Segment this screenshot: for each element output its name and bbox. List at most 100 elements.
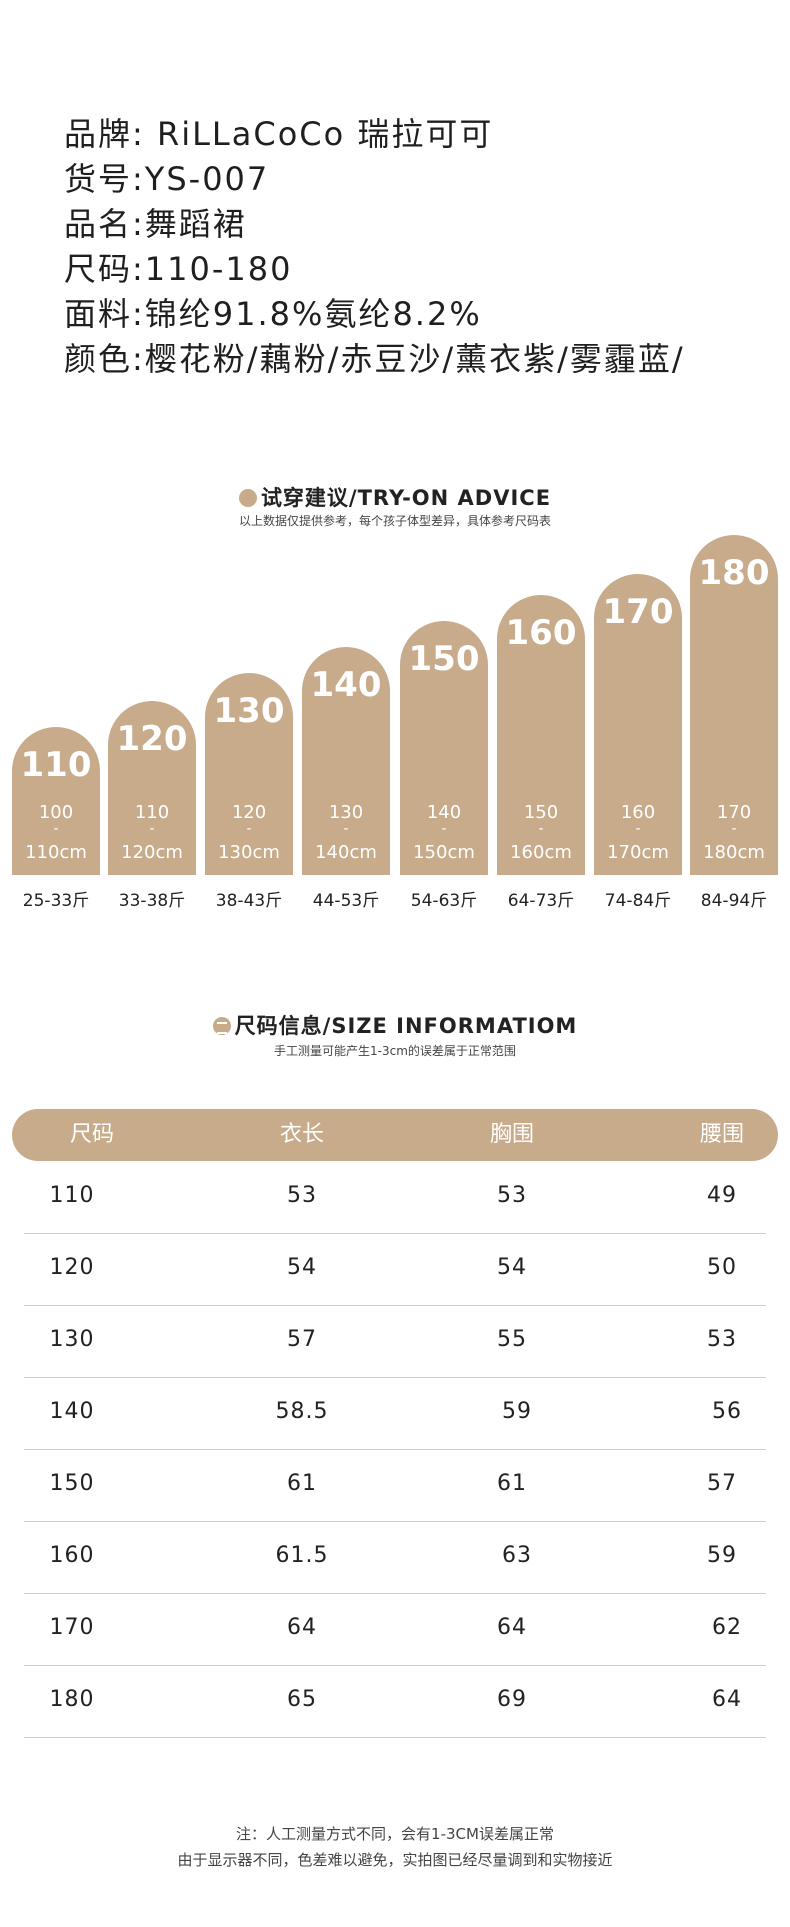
header-waist: 腰围 xyxy=(699,1122,744,1147)
bar-height-from: 130 xyxy=(328,802,364,823)
cell-size: 160 xyxy=(49,1543,95,1568)
cell-waist: 57 xyxy=(707,1471,737,1496)
cell-length: 58.5 xyxy=(275,1399,329,1424)
size-bar: 120 110 - 120cm xyxy=(108,701,196,875)
cell-chest: 53 xyxy=(497,1183,527,1208)
weight-label: 64-73斤 xyxy=(507,891,575,911)
header-chest: 胸围 xyxy=(489,1122,534,1147)
cell-size: 140 xyxy=(49,1399,95,1424)
cell-length: 53 xyxy=(287,1183,317,1208)
bar-size-label: 130 xyxy=(213,691,285,731)
cell-chest: 59 xyxy=(502,1399,532,1424)
cell-length: 61.5 xyxy=(275,1543,329,1568)
size-bar: 110 100 - 110cm xyxy=(12,727,100,875)
bar-height-from: 170 xyxy=(716,802,752,823)
cell-waist: 49 xyxy=(707,1183,737,1208)
product-info: 品牌: RiLLaCoCo 瑞拉可可 货号:YS-007 品名:舞蹈裙 尺码:1… xyxy=(64,112,685,382)
bar-size-label: 110 xyxy=(20,745,92,785)
table-row: 170 64 64 62 xyxy=(24,1593,766,1666)
header-size: 尺码 xyxy=(69,1122,114,1147)
try-on-subtitle: 以上数据仅提供参考，每个孩子体型差异，具体参考尺码表 xyxy=(238,514,551,528)
table-row: 150 61 61 57 xyxy=(24,1449,766,1522)
cell-chest: 63 xyxy=(502,1543,532,1568)
size-bar: 130 120 - 130cm xyxy=(205,673,293,875)
bar-height-to: 130cm xyxy=(218,842,280,863)
table-row: 130 57 55 53 xyxy=(24,1305,766,1378)
cell-chest: 61 xyxy=(497,1471,527,1496)
size-bar: 160 150 - 160cm xyxy=(497,595,585,875)
cell-size: 170 xyxy=(49,1615,95,1640)
cell-chest: 69 xyxy=(497,1687,527,1712)
cell-length: 65 xyxy=(287,1687,317,1712)
circle-icon xyxy=(238,489,257,507)
size-bar: 170 160 - 170cm xyxy=(594,574,682,875)
bar-size-label: 170 xyxy=(602,592,674,632)
cell-length: 54 xyxy=(287,1255,317,1280)
bar-size-label: 120 xyxy=(116,719,188,759)
bar-height-from: 150 xyxy=(523,802,559,823)
cell-waist: 59 xyxy=(707,1543,737,1568)
bar-height-to: 120cm xyxy=(121,842,183,863)
cell-size: 110 xyxy=(49,1183,95,1208)
bar-height-from: 120 xyxy=(231,802,267,823)
bar-dash: - xyxy=(343,821,349,837)
cell-size: 150 xyxy=(49,1471,95,1496)
cell-size: 120 xyxy=(49,1255,95,1280)
list-icon xyxy=(212,1017,231,1035)
bar-height-to: 170cm xyxy=(607,842,669,863)
bar-height-from: 140 xyxy=(426,802,462,823)
bar-size-label: 180 xyxy=(698,553,770,593)
brand-line: 品牌: RiLLaCoCo 瑞拉可可 xyxy=(64,115,494,153)
header-length: 衣长 xyxy=(279,1122,324,1147)
bar-height-to: 110cm xyxy=(25,842,87,863)
cell-waist: 64 xyxy=(712,1687,742,1712)
weight-label: 25-33斤 xyxy=(22,891,90,911)
weight-label: 33-38斤 xyxy=(118,891,186,911)
bar-dash: - xyxy=(731,821,737,837)
table-row: 160 61.5 63 59 xyxy=(24,1521,766,1594)
cell-length: 61 xyxy=(287,1471,317,1496)
cell-waist: 62 xyxy=(712,1615,742,1640)
bar-height-from: 160 xyxy=(620,802,656,823)
color-difference-note: 由于显示器不同，色差难以避免，实拍图已经尽量调到和实物接近 xyxy=(177,1851,613,1869)
measurement-note: 注：人工测量方式不同，会有1-3CM误差属正常 xyxy=(236,1825,554,1843)
size-info-subtitle: 手工测量可能产生1-3cm的误差属于正常范围 xyxy=(274,1044,516,1058)
cell-waist: 53 xyxy=(707,1327,737,1352)
bar-height-to: 150cm xyxy=(413,842,475,863)
weight-label: 54-63斤 xyxy=(410,891,478,911)
size-bar: 150 140 - 150cm xyxy=(400,621,488,875)
cell-size: 180 xyxy=(49,1687,95,1712)
weight-label: 44-53斤 xyxy=(312,891,380,911)
bar-height-to: 180cm xyxy=(703,842,765,863)
weight-label: 74-84斤 xyxy=(604,891,672,911)
weight-label: 84-94斤 xyxy=(700,891,768,911)
product-name-line: 品名:舞蹈裙 xyxy=(64,205,247,243)
size-bar: 180 170 - 180cm xyxy=(690,535,778,875)
bar-height-to: 160cm xyxy=(510,842,572,863)
table-row: 120 54 54 50 xyxy=(24,1233,766,1306)
cell-waist: 56 xyxy=(712,1399,742,1424)
bar-height-from: 110 xyxy=(134,802,170,823)
size-range-line: 尺码:110-180 xyxy=(64,250,293,288)
cell-waist: 50 xyxy=(707,1255,737,1280)
bar-height-from: 100 xyxy=(38,802,74,823)
item-number-line: 货号:YS-007 xyxy=(64,160,270,198)
fabric-line: 面料:锦纶91.8%氨纶8.2% xyxy=(64,295,482,333)
bar-dash: - xyxy=(149,821,155,837)
table-row: 140 58.5 59 56 xyxy=(24,1377,766,1450)
cell-length: 57 xyxy=(287,1327,317,1352)
try-on-title: 试穿建议/TRY-ON ADVICE xyxy=(0,482,790,512)
table-row: 180 65 69 64 xyxy=(24,1665,766,1738)
bar-height-to: 140cm xyxy=(315,842,377,863)
weight-label: 38-43斤 xyxy=(215,891,283,911)
cell-length: 64 xyxy=(287,1615,317,1640)
cell-chest: 55 xyxy=(497,1327,527,1352)
size-bar: 140 130 - 140cm xyxy=(302,647,390,875)
bar-dash: - xyxy=(246,821,252,837)
table-header: 尺码 衣长 胸围 腰围 xyxy=(12,1109,778,1161)
color-line: 颜色:樱花粉/藕粉/赤豆沙/薰衣紫/雾霾蓝/ xyxy=(64,340,685,378)
bar-size-label: 140 xyxy=(310,665,382,705)
table-row: 110 53 53 49 xyxy=(24,1161,766,1234)
bar-size-label: 160 xyxy=(505,613,577,653)
bar-dash: - xyxy=(53,821,59,837)
